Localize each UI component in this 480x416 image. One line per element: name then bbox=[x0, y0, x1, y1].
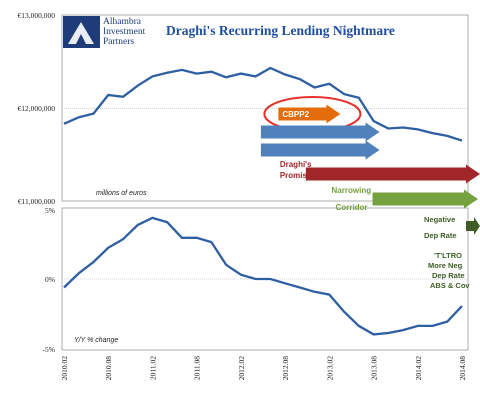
x-tick-label: 2010.02 bbox=[60, 356, 69, 381]
ltro1-label: LTRO1 bbox=[263, 128, 289, 137]
corridor-label-1: Narrowing bbox=[332, 186, 372, 195]
y-tick-11m: €11,000,000 bbox=[18, 197, 55, 206]
y-tick-5: 5% bbox=[45, 206, 55, 215]
cbpp2-arrow bbox=[278, 104, 341, 124]
top-panel: €13,000,000 €12,000,000 €11,000,000 mill… bbox=[18, 11, 469, 206]
logo-line-3: Partners bbox=[103, 37, 134, 47]
promise-label-1: Draghi's bbox=[280, 160, 312, 169]
top-unit-label: millions of euros bbox=[96, 190, 147, 197]
logo-line-1: Alhambra bbox=[103, 17, 142, 27]
y-tick-13m: €13,000,000 bbox=[18, 11, 56, 20]
top-series-line bbox=[63, 66, 463, 142]
x-tick-label: 2014.08 bbox=[458, 356, 467, 381]
bottom-panel: 5% 0% -5% Y/Y % change 2010.02 2010.08 201… bbox=[43, 206, 469, 380]
tltro-label-3: Dep Rate bbox=[432, 271, 465, 280]
ltro2-arrow bbox=[260, 140, 380, 160]
negative-rate-label-2: Dep Rate bbox=[424, 231, 457, 240]
tltro-label-4: ABS & Cov bbox=[430, 281, 470, 290]
bottom-series-line bbox=[63, 216, 463, 336]
event-annotations: CBPP2 LTRO1 LTRO2 Draghi's Promise Narrowing C… bbox=[260, 96, 480, 212]
x-axis-ticks: 2010.02 2010.08 2011.02 2011.08 2012.02 2012.… bbox=[60, 356, 467, 381]
x-tick-label: 2011.08 bbox=[193, 356, 202, 380]
chart-title: Draghi's Recurring Lending Nightmare bbox=[166, 23, 395, 38]
logo-line-2: Investment bbox=[103, 27, 146, 37]
logo-mark-inner bbox=[76, 34, 86, 44]
tltro-label-2: More Neg bbox=[428, 261, 463, 270]
promise-label-2: Promise bbox=[280, 171, 312, 180]
cbpp2-label: CBPP2 bbox=[282, 110, 309, 119]
x-tick-label: 2011.02 bbox=[148, 356, 157, 380]
ltro1-arrow bbox=[260, 122, 380, 142]
y-tick-0: 0% bbox=[45, 275, 55, 284]
top-panel-frame bbox=[61, 14, 469, 202]
x-tick-label: 2013.02 bbox=[325, 356, 334, 381]
x-tick-label: 2013.08 bbox=[370, 356, 379, 381]
y-tick-12m: €12,000,000 bbox=[18, 104, 56, 113]
x-tick-label: 2010.08 bbox=[104, 356, 113, 381]
promise-arrow bbox=[305, 164, 480, 184]
bottom-unit-label: Y/Y % change bbox=[74, 337, 118, 344]
corridor-arrow bbox=[372, 189, 478, 209]
corridor-label-2: Corridor bbox=[336, 203, 368, 212]
ltro2-label: LTRO2 bbox=[263, 146, 289, 155]
negative-rate-label-1: Negative bbox=[424, 215, 455, 224]
logo: Alhambra Investment Partners bbox=[63, 16, 146, 48]
x-tick-label: 2014.02 bbox=[414, 356, 423, 381]
logo-mark bbox=[68, 22, 94, 44]
y-tick-neg5: -5% bbox=[43, 345, 56, 354]
tltro-label-1: 'T'LTRO bbox=[434, 251, 462, 260]
negative-rate-marker bbox=[466, 217, 480, 235]
side-notes: Negative Dep Rate 'T'LTRO More Neg Dep R… bbox=[424, 215, 480, 290]
x-tick-label: 2012.02 bbox=[237, 356, 246, 381]
x-tick-label: 2012.08 bbox=[281, 356, 290, 381]
